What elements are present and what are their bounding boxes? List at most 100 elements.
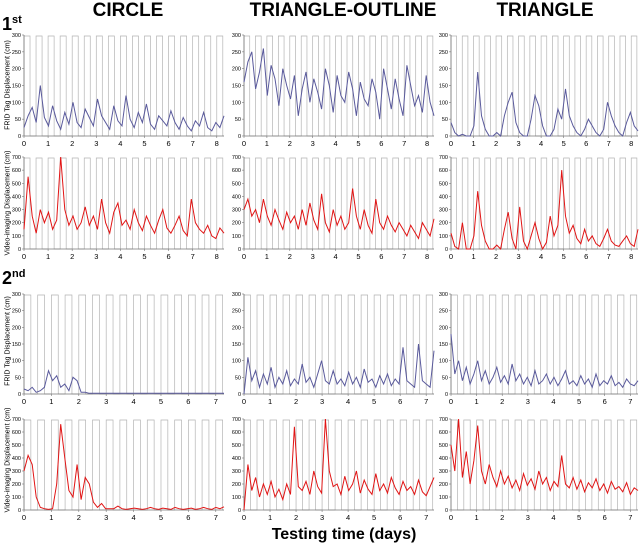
panel-round2-frid-triangle-outline-x-tick-label: 0 [242,397,246,406]
panel-round2-frid-triangle-outline-x-tick-label: 2 [294,397,298,406]
panel-round2-video-triangle-x-tick-label: 6 [603,513,607,522]
panel-round2-frid-triangle-outline-y-tick-label: 100 [232,359,241,365]
panel-round2-frid-triangle-x-tick-label: 5 [577,397,581,406]
panel-round1-video-triangle-y-tick-label: 0 [445,247,448,253]
panel-round2-frid-triangle-series-line [450,333,639,389]
panel-round2-video-triangle-y-tick-label: 0 [445,508,448,514]
panel-round2-video-triangle-y-tick-label: 400 [439,456,448,462]
panel-round1-frid-triangle-outline-y-tick-label: 50 [235,117,241,123]
panel-round2-frid-triangle-outline-x-tick-label: 7 [424,397,428,406]
round-suffix-1: st [12,14,22,26]
panel-round2-frid-triangle-outline-y-tick-label: 250 [232,309,241,315]
panel-round2-video-triangle-outline-y-tick-label: 100 [232,495,241,501]
panel-round1-video-circle-series-line [23,156,225,240]
panel-round2-video-triangle-y-tick-label: 300 [439,469,448,475]
panel-round2-video-triangle-x-tick-label: 3 [526,513,530,522]
panel-round1-frid-circle-x-tick-label: 6 [166,139,170,148]
panel-round2-frid-triangle-outline-y-tick-label: 150 [232,342,241,348]
panel-round1-video-circle-x-tick-label: 2 [70,252,74,261]
panel-round2-frid-circle-y-tick-label: 0 [18,392,21,398]
panel-round1-frid-circle-y-tick-label: 300 [12,33,21,39]
panel-round2-frid-triangle-x-tick-label: 0 [449,397,453,406]
panel-round2-frid-triangle-outline-series-line [243,343,435,395]
panel-round1-video-triangle-y-tick-label: 400 [439,194,448,200]
panel-round1-video-triangle-y-tick-label: 100 [439,234,448,240]
panel-round1-frid-triangle-y-tick-label: 100 [439,100,448,106]
panel-round2-frid-circle-x-tick-label: 1 [49,397,53,406]
panel-round2-video-triangle-y-tick-label: 700 [439,417,448,423]
panel-round1-frid-circle-x-tick-label: 8 [215,139,219,148]
panel-round2-video-triangle-x-tick-label: 1 [475,513,479,522]
panel-round1-video-circle-x-tick-label: 1 [46,252,50,261]
panel-round2-frid-circle-series-line [23,369,224,394]
panel-round1-frid-triangle-outline-x-tick-label: 5 [356,139,360,148]
panel-round1-video-triangle-outline-y-tick-label: 300 [232,208,241,214]
panel-round2-video-circle-x-tick-label: 5 [159,513,163,522]
panel-round1-video-triangle-y-tick-label: 700 [439,155,448,161]
panel-round2-video-triangle-y-tick-label: 100 [439,495,448,501]
panel-round1-frid-triangle-outline-y-tick-label: 0 [238,134,241,140]
panel-round2-video-circle-y-tick-label: 200 [12,482,21,488]
panel-round1-frid-triangle-x-tick-label: 0 [449,139,453,148]
panel-round2-video-circle-x-tick-label: 0 [22,513,26,522]
panel-round2-frid-circle-x-tick-label: 6 [186,397,190,406]
panel-round2-video-triangle-outline-y-tick-label: 700 [232,417,241,423]
panel-round1-video-triangle-x-tick-label: 7 [607,252,611,261]
panel-round2-frid-triangle-outline-x-tick-label: 1 [268,397,272,406]
panel-round1-frid-triangle-x-tick-label: 5 [562,139,566,148]
panel-round2-video-triangle-outline-series-line [243,418,435,511]
panel-round1-frid-circle-x-tick-label: 3 [94,139,98,148]
panel-round2-video-circle-x-tick-label: 1 [49,513,53,522]
panel-round1-video-triangle-x-tick-label: 2 [494,252,498,261]
column-title-circle: CIRCLE [92,0,164,21]
panel-round1-frid-triangle-x-tick-label: 1 [471,139,475,148]
panel-round1-frid-triangle-outline-y-tick-label: 200 [232,67,241,73]
panel-round1-video-triangle-series-line [450,170,639,251]
panel-round1-frid-circle-y-tick-label: 200 [12,67,21,73]
panel-round2-frid-triangle-y-tick-label: 50 [442,375,448,381]
panel-round2-frid-triangle-y-tick-label: 200 [439,325,448,331]
panel-round2-frid-triangle-x-tick-label: 2 [500,397,504,406]
panel-round2-video-circle-y-tick-label: 700 [12,417,21,423]
panel-round2-frid-circle-x-tick-label: 7 [214,397,218,406]
panel-round1-video-triangle-y-tick-label: 500 [439,181,448,187]
panel-round1-frid-triangle-y-tick-label: 200 [439,67,448,73]
panel-round2-video-circle-series-line [23,424,225,510]
round-label-2nd: 2nd [2,268,25,289]
panel-round1-video-triangle-outline-y-tick-label: 500 [232,181,241,187]
panel-round2-frid-circle-x-tick-label: 2 [77,397,81,406]
panel-round1-video-circle-x-tick-label: 3 [94,252,98,261]
panel-round1-frid-circle-y-tick-label: 50 [15,117,21,123]
panel-round2-video-triangle-outline-y-tick-label: 0 [238,508,241,514]
panel-round2-video-triangle-y-tick-label: 200 [439,482,448,488]
panel-round2-frid-triangle-light-cycle [450,294,638,395]
panel-round1-video-triangle-x-tick-label: 5 [562,252,566,261]
panel-round2-frid-triangle-outline-x-tick-label: 5 [372,397,376,406]
panel-round1-frid-circle-x-tick-label: 7 [191,139,195,148]
panel-round2-frid-circle-y-tick-label: 150 [12,342,21,348]
panel-round1-frid-triangle-y-tick-label: 250 [439,50,448,56]
panel-round1-video-triangle-outline-y-tick-label: 100 [232,234,241,240]
panel-round1-video-circle-x-tick-label: 8 [215,252,219,261]
panel-round1-video-triangle-x-tick-label: 3 [517,252,521,261]
round-number-2: 2 [2,268,13,288]
panel-round1-video-triangle-outline-x-tick-label: 5 [356,252,360,261]
panel-round2-frid-circle-y-tick-label: 100 [12,359,21,365]
panel-round1-frid-circle-x-tick-label: 1 [46,139,50,148]
panel-round1-video-circle-x-tick-label: 5 [142,252,146,261]
panel-round1-frid-triangle-y-tick-label: 300 [439,33,448,39]
panel-round2-video-circle-x-tick-label: 3 [104,513,108,522]
panel-round2-video-circle-light-cycle [23,419,224,511]
panel-round2-video-triangle-outline-x-tick-label: 2 [294,513,298,522]
panel-round1-video-circle-x-tick-label: 6 [166,252,170,261]
panel-round1-video-triangle-x-tick-label: 1 [471,252,475,261]
panel-round2-frid-circle-x-tick-label: 0 [22,397,26,406]
panel-round1-frid-triangle-outline-x-tick-label: 1 [265,139,269,148]
panel-round2-frid-triangle-y-tick-label: 250 [439,309,448,315]
panel-round2-video-triangle-y-tick-label: 500 [439,443,448,449]
panel-round1-frid-triangle-x-tick-label: 3 [517,139,521,148]
panel-round2-video-circle-y-tick-label: 300 [12,469,21,475]
panel-round1-frid-circle-x-tick-label: 5 [142,139,146,148]
panel-round1-frid-triangle-outline-y-tick-label: 300 [232,33,241,39]
panel-round2-frid-triangle-outline-y-tick-label: 50 [235,375,241,381]
